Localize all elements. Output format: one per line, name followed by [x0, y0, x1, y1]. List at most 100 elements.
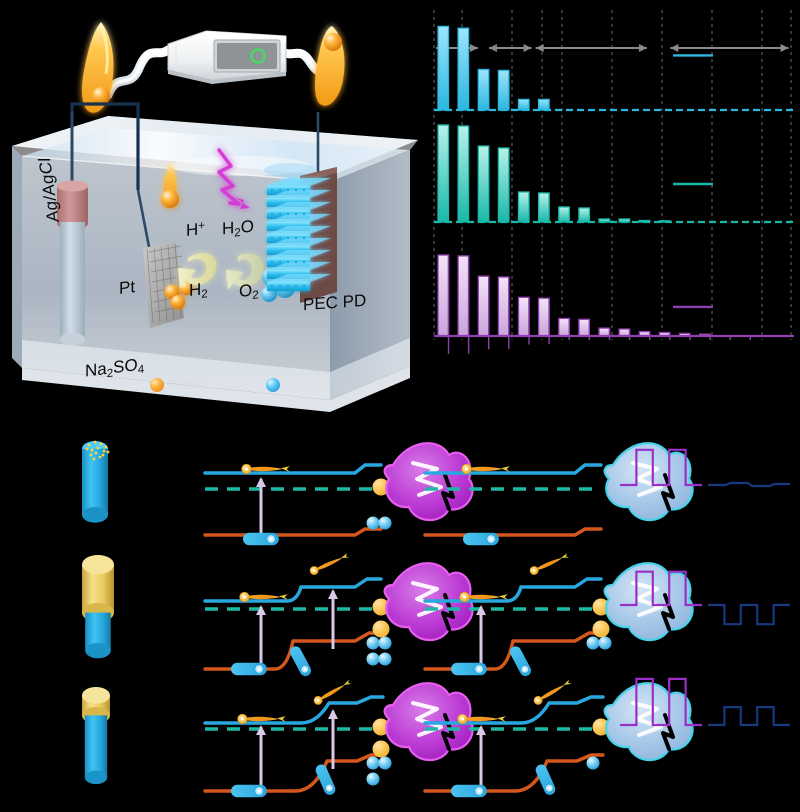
- visible-light-burst: [603, 442, 694, 522]
- hole-dot: [378, 652, 392, 666]
- panel-band-diagrams: [0, 425, 800, 812]
- signal-vis-row3: [708, 706, 790, 727]
- electron-carrot-icon: [237, 713, 286, 725]
- valence-band-line: [203, 753, 385, 793]
- valence-band-line: [423, 631, 603, 671]
- bar: [517, 296, 530, 337]
- hole-bar-icon: [535, 764, 556, 795]
- bar: [537, 98, 550, 111]
- electron-dot: [372, 620, 390, 638]
- electron-carrot-icon: [239, 591, 288, 603]
- bar: [497, 276, 510, 337]
- bar: [537, 192, 550, 223]
- hole-dot: [366, 756, 380, 770]
- hole-dot: [586, 756, 600, 770]
- counter-electrode-pt-mesh: [136, 189, 193, 328]
- electron-dot: [372, 718, 390, 736]
- chart-traces: [434, 25, 794, 354]
- signal-uv-row1: [620, 448, 702, 487]
- rod-body: [84, 715, 108, 778]
- arrow-head: [488, 44, 497, 52]
- signal-trace: [708, 481, 790, 488]
- electrochemical-cell-tank: [12, 116, 418, 412]
- plasmon-blob-left: [82, 22, 114, 113]
- electron-carrot-icon: [309, 553, 350, 575]
- hole-bar-icon: [510, 646, 532, 677]
- photoresponse-chart: [433, 10, 794, 354]
- conduction-band-line: [423, 695, 605, 725]
- hole-bar-icon: [290, 646, 312, 677]
- bar: [477, 68, 490, 111]
- electron-carrot-icon: [529, 553, 570, 575]
- electron-carrot-icon: [313, 679, 352, 705]
- band-diagram-vis-row1: [423, 442, 694, 546]
- hole-dot: [378, 636, 392, 650]
- bar: [437, 25, 450, 111]
- panel-pec-cell: Ag/AgCl Pt H+ H2 H2O O2 PEC PD Na2SO4 El…: [0, 0, 430, 425]
- bar: [457, 27, 470, 111]
- bar: [477, 145, 490, 223]
- electron-carrot-icon: [241, 463, 290, 475]
- signal-trace: [708, 603, 790, 626]
- hole-bar-icon: [315, 764, 336, 795]
- electron-carrot-icon: [461, 463, 510, 475]
- legend-item-hole: [266, 378, 280, 392]
- legend-label-electron: Electron: [169, 378, 206, 392]
- electron-in-solution: [161, 162, 179, 208]
- hole-dot: [366, 516, 380, 530]
- visible-light-burst: [603, 562, 694, 642]
- conduction-band-line: [203, 577, 383, 603]
- reference-electrode-agagcl: [57, 102, 140, 345]
- bar: [578, 207, 591, 223]
- signal-vis-row2: [708, 603, 790, 626]
- electron-carrot-icon: [459, 591, 508, 603]
- excitation-arrow-head: [328, 709, 338, 719]
- arrow-head: [523, 44, 532, 52]
- trace-trace-top: [434, 25, 794, 112]
- bar: [477, 275, 490, 337]
- bar: [537, 297, 550, 337]
- band-diagram-uv-row1: [203, 442, 474, 546]
- reaction-arrow-h2: [178, 253, 217, 288]
- electron-carrot-icon: [457, 713, 506, 725]
- signal-uv-row2: [620, 570, 702, 607]
- bar: [497, 147, 510, 223]
- excitation-arrow-head: [256, 725, 266, 735]
- electron-dot: [592, 718, 610, 736]
- conduction-band-line: [203, 695, 385, 725]
- electron-dot: [592, 620, 610, 638]
- bar: [558, 206, 570, 223]
- hole-dot: [378, 516, 392, 530]
- band-diagram-row: [82, 440, 790, 546]
- gold-cap-top: [82, 687, 110, 704]
- bar: [517, 98, 530, 111]
- electron-dot: [372, 478, 390, 496]
- electron-dot: [592, 598, 610, 616]
- arrow-head: [780, 44, 789, 52]
- band-diagram-uv-row3: [203, 679, 474, 798]
- excitation-arrow-head: [328, 589, 338, 599]
- bar: [497, 69, 510, 111]
- uv-light-burst: [383, 442, 474, 522]
- band-diagram-vis-row2: [423, 553, 694, 677]
- bar: [517, 191, 530, 223]
- bar: [457, 125, 470, 223]
- valence-band-line: [423, 527, 603, 537]
- conduction-band-line: [203, 463, 383, 475]
- electron-cluster-pt: [165, 281, 193, 309]
- excitation-arrow-head: [256, 605, 266, 615]
- excitation-arrow-head: [476, 725, 486, 735]
- hole-dot: [378, 756, 392, 770]
- band-diagram-row: [82, 553, 790, 677]
- hole-dot: [598, 636, 612, 650]
- hole-bar-icon: [451, 784, 487, 798]
- arrow-head: [469, 44, 478, 52]
- bar: [598, 327, 611, 337]
- reaction-arrow-o2: [226, 253, 264, 290]
- signal-trace: [620, 448, 702, 487]
- conduction-band-line: [423, 463, 603, 475]
- arrow-head: [670, 44, 679, 52]
- trace-trace-bottom: [434, 254, 794, 354]
- plasmon-blob-right: [315, 26, 345, 106]
